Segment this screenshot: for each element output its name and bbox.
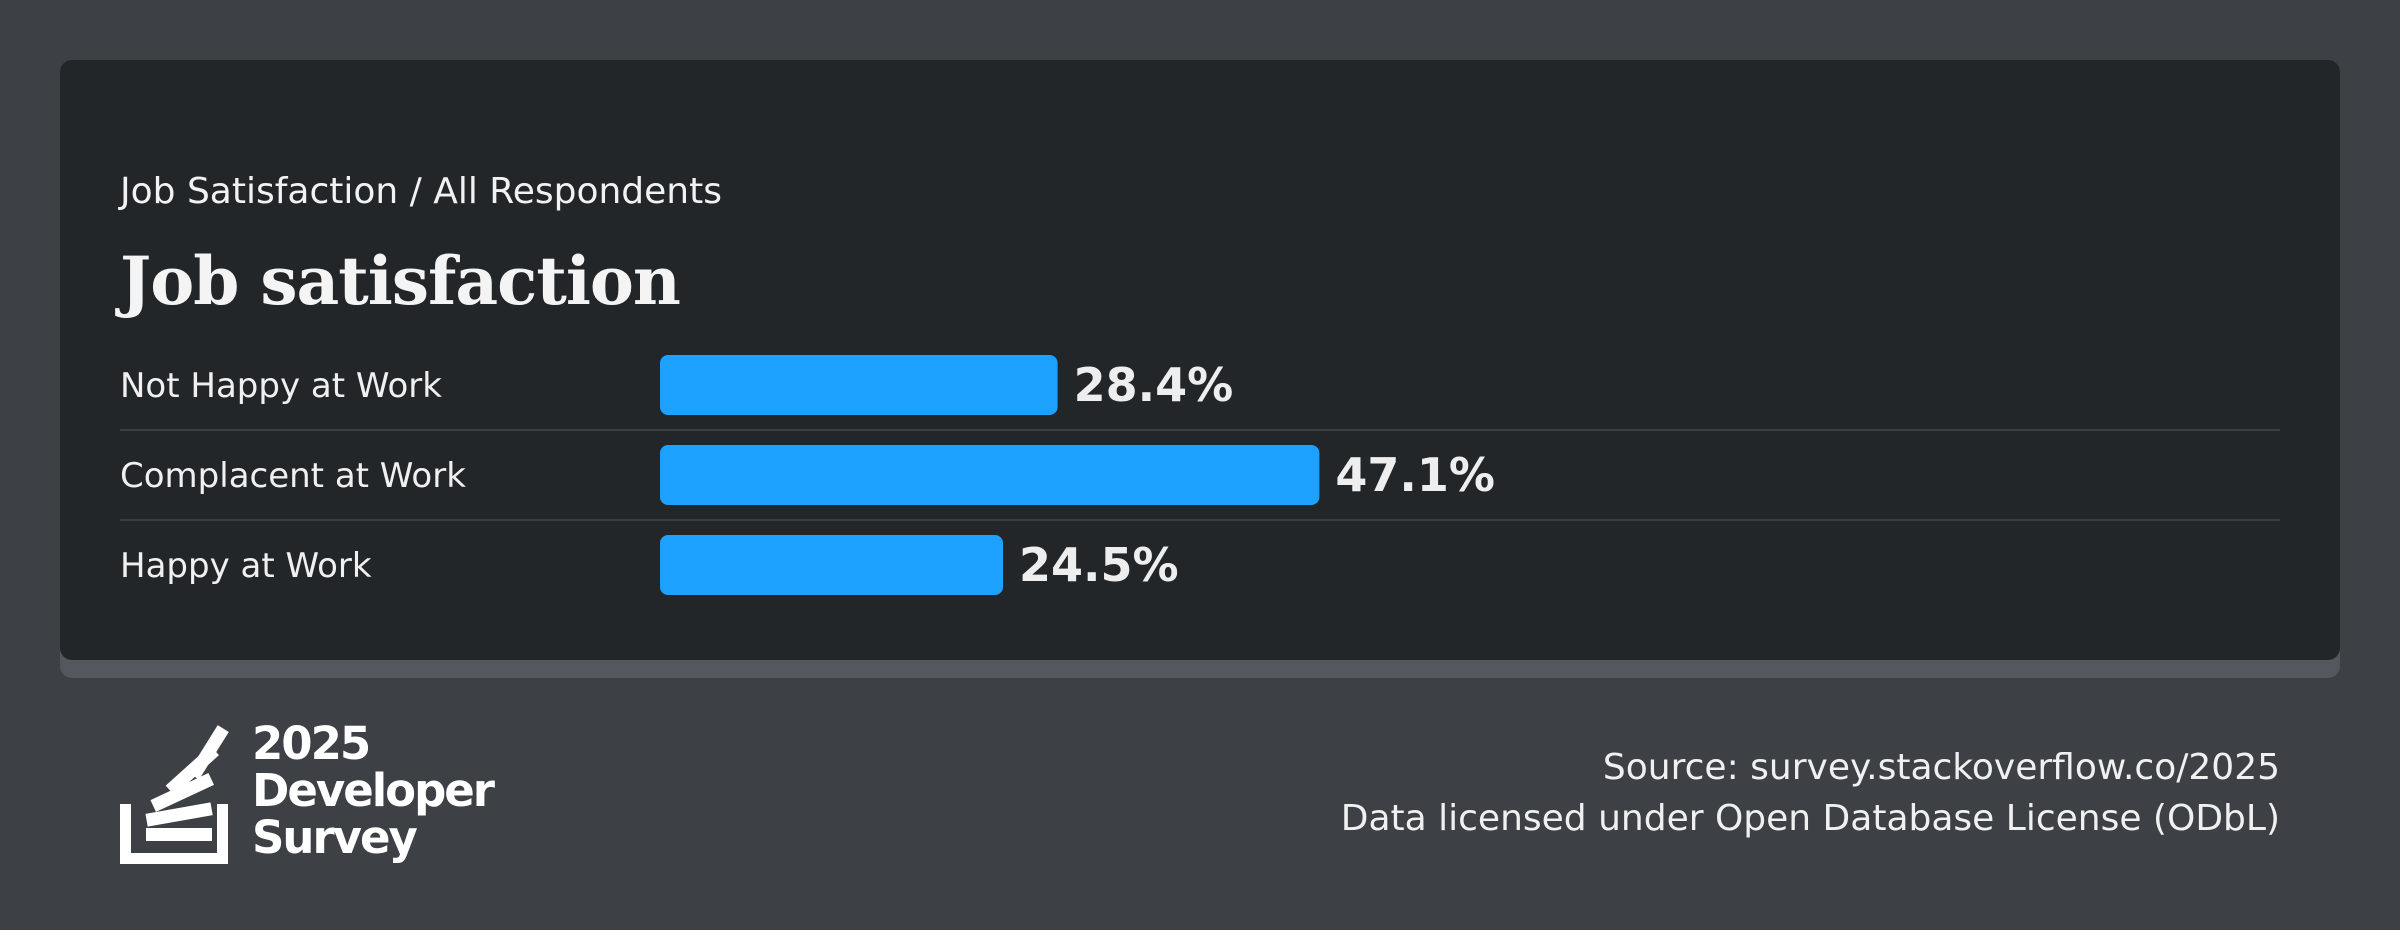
category-label: Not Happy at Work	[120, 366, 442, 406]
source-link[interactable]: Source: survey.stackoverflow.co/2025	[1602, 747, 2280, 788]
logo-wordmark: 2025 Developer Survey	[252, 717, 495, 864]
license-text: Data licensed under Open Database Licens…	[1340, 798, 2280, 839]
breadcrumb: Job Satisfaction / All Respondents	[120, 171, 722, 212]
page-title: Job satisfaction	[120, 242, 681, 320]
logo-year: 2025	[252, 717, 371, 770]
survey-logo: 2025 Developer Survey	[120, 720, 500, 870]
chart-card: Job Satisfaction / All Respondents Job s…	[60, 60, 2340, 660]
bar	[660, 535, 1003, 595]
category-label: Happy at Work	[120, 546, 372, 586]
category-label: Complacent at Work	[120, 456, 466, 496]
value-label: 24.5%	[1019, 538, 1179, 592]
value-label: 28.4%	[1074, 358, 1234, 412]
logo-line-developer: Developer	[252, 764, 495, 817]
footer-source: Source: survey.stackoverflow.co/2025 Dat…	[1341, 742, 2280, 844]
logo-line-survey: Survey	[252, 811, 418, 864]
value-label: 47.1%	[1335, 448, 1495, 502]
bar	[660, 445, 1320, 505]
bar	[660, 355, 1058, 415]
stack-overflow-logo-icon	[120, 725, 229, 864]
